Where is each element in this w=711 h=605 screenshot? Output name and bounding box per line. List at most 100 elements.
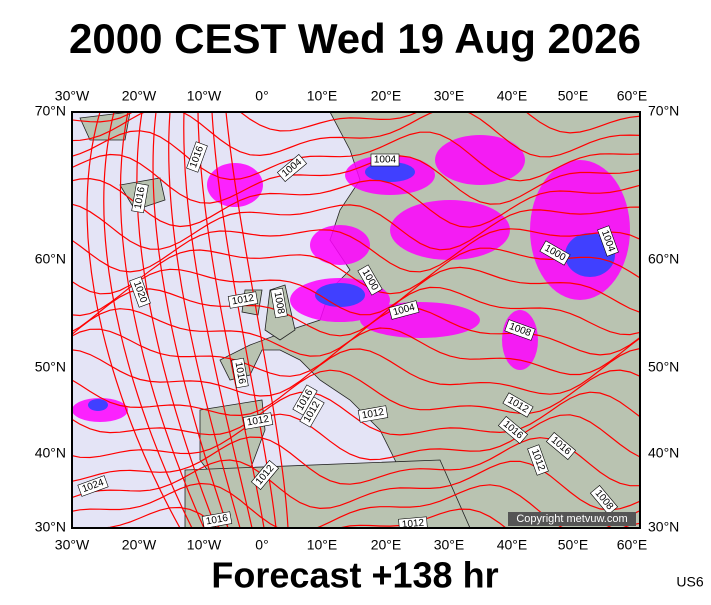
isobar-label: 1004 [374,155,397,166]
isobar-label-box [276,153,308,183]
isobar-label-box [597,225,619,257]
lon-label: 60°E [617,88,648,104]
isobar [103,112,193,528]
lon-label: 0° [255,537,268,553]
isobar-label: 1012 [231,293,255,308]
isobar-label-group: 1016 [201,511,233,528]
isobar-label: 1012 [246,414,270,429]
lat-label: 30°N [648,519,679,535]
isobar [72,177,640,228]
isobar [119,112,205,528]
lat-label: 70°N [35,103,66,119]
isobar-label-group: 1016 [131,182,149,214]
lon-label: 20°E [371,537,402,553]
lon-label: 50°E [558,88,589,104]
isobar-label-box [589,484,619,516]
lon-label: 10°E [307,537,338,553]
model-code: US6 [676,574,703,590]
lon-label: 20°E [371,88,402,104]
isobar [72,369,640,417]
isobar-label: 1012 [361,407,385,422]
lon-label: 30°W [55,88,90,104]
isobar-label-box [270,287,288,319]
lon-label: 10°W [187,88,222,104]
isobar [72,112,640,134]
isobar-label: 1016 [133,186,148,210]
lat-label: 40°N [648,445,679,461]
isobar [225,112,289,528]
isobar-label-box [497,415,529,445]
lon-label: 30°E [434,88,465,104]
isobar [72,459,640,511]
isobar [72,130,640,182]
isobar-label-group: 1004 [388,300,420,320]
lon-label: 0° [255,88,268,104]
isobar-label-box [357,405,389,423]
lat-label: 40°N [35,445,66,461]
isobar-label: 1016 [233,361,248,385]
isobar-label-group: 1008 [270,287,288,319]
isobar [72,391,640,436]
lon-label: 30°E [434,537,465,553]
isobar [152,112,229,528]
rain [72,135,630,422]
isobar-label-box [242,412,274,430]
lon-label: 60°E [617,537,648,553]
isobar [72,506,640,528]
isobar [72,228,640,273]
isobar-label-box [388,300,420,320]
isobar-label-box [545,431,577,461]
isobar-label-group: 1012 [242,412,274,430]
isobar [72,266,640,317]
lon-label: 10°W [187,537,222,553]
lon-label: 40°E [497,88,528,104]
lat-label: 50°N [648,359,679,375]
isobar-label-box [504,319,536,341]
lat-label: 30°N [35,519,66,535]
isobar-label-box [201,511,233,528]
isobar-label-group: 1012 [398,516,428,531]
isobar [72,112,640,158]
isobar [86,112,181,528]
isobar-label-box [527,444,549,476]
isobar-label: 1016 [205,513,229,528]
forecast: Forecast +138 hr [211,555,498,596]
isobar-label-group: 1012 [357,405,389,423]
isobar-label-box [250,459,280,491]
isobar-label: 1008 [272,291,287,315]
copyright: Copyright metvuw.com [516,513,627,525]
lon-label: 40°E [497,537,528,553]
isobar-label-group: 1016 [231,357,249,389]
lon-label: 20°W [122,537,157,553]
lon-label: 50°E [558,537,589,553]
isobar-label-box [502,392,534,418]
lat-label: 60°N [648,251,679,267]
isobar [72,286,640,337]
lat-label: 70°N [648,103,679,119]
isobar [183,112,253,528]
isobar-label-box [299,396,325,428]
isobar-label-box [131,182,149,214]
isobar [136,112,217,528]
isobar [72,247,640,295]
lon-label: 20°W [122,88,157,104]
title: 2000 CEST Wed 19 Aug 2026 [69,15,641,62]
isobar-label-group: 1012 [227,291,259,309]
isobar [72,153,640,205]
isobar [72,327,640,377]
frame [71,111,641,529]
lon-label: 10°E [307,88,338,104]
isobar [72,413,640,461]
isobar-label-box [77,475,109,497]
copyright-box [508,512,636,526]
isobar-label: 1012 [401,518,425,531]
isobar-label-group: 1004 [370,153,400,167]
isobar [72,306,640,357]
lat-label: 60°N [35,251,66,267]
isobar-label-box [231,357,249,389]
isobar-label-box [186,141,208,173]
isobar-label-box [370,153,400,167]
isobar [72,347,640,397]
